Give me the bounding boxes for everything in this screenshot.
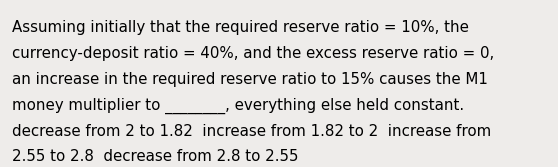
Text: an increase in the required reserve ratio to 15% causes the M1: an increase in the required reserve rati… [12,72,488,87]
Text: Assuming initially that the required reserve ratio = 10%, the: Assuming initially that the required res… [12,20,469,35]
Text: 2.55 to 2.8  decrease from 2.8 to 2.55: 2.55 to 2.8 decrease from 2.8 to 2.55 [12,149,299,164]
Text: currency-deposit ratio = 40%, and the excess reserve ratio = 0,: currency-deposit ratio = 40%, and the ex… [12,46,494,61]
Text: money multiplier to ________, everything else held constant.: money multiplier to ________, everything… [12,98,464,114]
Text: decrease from 2 to 1.82  increase from 1.82 to 2  increase from: decrease from 2 to 1.82 increase from 1.… [12,124,492,139]
